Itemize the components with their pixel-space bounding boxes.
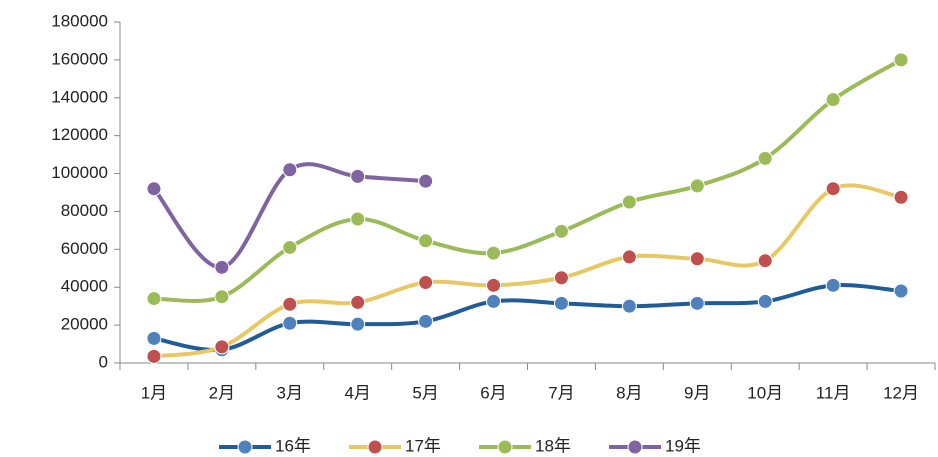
data-point <box>621 249 637 265</box>
data-point <box>350 294 366 310</box>
data-point <box>689 251 705 267</box>
series-line <box>153 58 903 303</box>
data-point <box>418 313 434 329</box>
data-point <box>486 277 502 293</box>
x-tick-label: 9月 <box>684 383 710 402</box>
data-point <box>418 274 434 290</box>
data-point <box>282 162 298 178</box>
data-point <box>825 277 841 293</box>
data-point <box>825 181 841 197</box>
data-point <box>350 316 366 332</box>
data-point <box>214 289 230 305</box>
data-point <box>486 245 502 261</box>
x-tick-label: 10月 <box>747 383 783 402</box>
legend-marker <box>367 439 383 455</box>
data-point <box>350 168 366 184</box>
legend-marker <box>497 439 513 455</box>
x-tick-label: 6月 <box>480 383 506 402</box>
data-point <box>825 92 841 108</box>
x-tick-label: 7月 <box>548 383 574 402</box>
y-tick-label: 100000 <box>51 163 108 182</box>
data-point <box>146 330 162 346</box>
data-point <box>893 189 909 205</box>
legend-label: 19年 <box>665 436 701 455</box>
data-point <box>893 283 909 299</box>
data-point <box>214 259 230 275</box>
data-point <box>553 270 569 286</box>
data-point <box>486 293 502 309</box>
data-point <box>282 315 298 331</box>
data-point <box>146 181 162 197</box>
x-tick-label: 3月 <box>277 383 303 402</box>
x-tick-label: 2月 <box>209 383 235 402</box>
y-tick-label: 140000 <box>51 87 108 106</box>
series-line <box>152 162 426 270</box>
y-tick-label: 160000 <box>51 49 108 68</box>
data-point <box>757 150 773 166</box>
data-point <box>553 295 569 311</box>
legend-label: 18年 <box>535 436 571 455</box>
data-point <box>689 178 705 194</box>
y-tick-label: 0 <box>99 352 108 371</box>
legend-label: 16年 <box>275 436 311 455</box>
y-tick-label: 180000 <box>51 11 108 30</box>
data-point <box>214 339 230 355</box>
data-point <box>282 296 298 312</box>
data-point <box>553 223 569 239</box>
data-point <box>418 173 434 189</box>
x-tick-label: 11月 <box>816 383 851 402</box>
x-tick-label: 8月 <box>616 383 642 402</box>
y-tick-label: 80000 <box>61 201 108 220</box>
legend-marker <box>237 439 253 455</box>
data-point <box>282 239 298 255</box>
legend-label: 17年 <box>405 436 441 455</box>
x-tick-label: 1月 <box>141 383 167 402</box>
x-tick-label: 5月 <box>412 383 438 402</box>
data-point <box>146 348 162 364</box>
series-line <box>153 183 902 359</box>
x-tick-label: 4月 <box>344 383 370 402</box>
data-point <box>757 253 773 269</box>
data-point <box>146 291 162 307</box>
data-point <box>757 293 773 309</box>
y-tick-label: 40000 <box>61 277 108 296</box>
data-point <box>621 298 637 314</box>
y-tick-label: 20000 <box>61 315 108 334</box>
y-tick-label: 60000 <box>61 239 108 258</box>
data-point <box>350 211 366 227</box>
data-point <box>893 52 909 68</box>
data-point <box>418 233 434 249</box>
data-point <box>689 295 705 311</box>
y-tick-label: 120000 <box>51 125 108 144</box>
x-tick-label: 12月 <box>883 383 919 402</box>
data-point <box>621 194 637 210</box>
legend-marker <box>627 439 643 455</box>
